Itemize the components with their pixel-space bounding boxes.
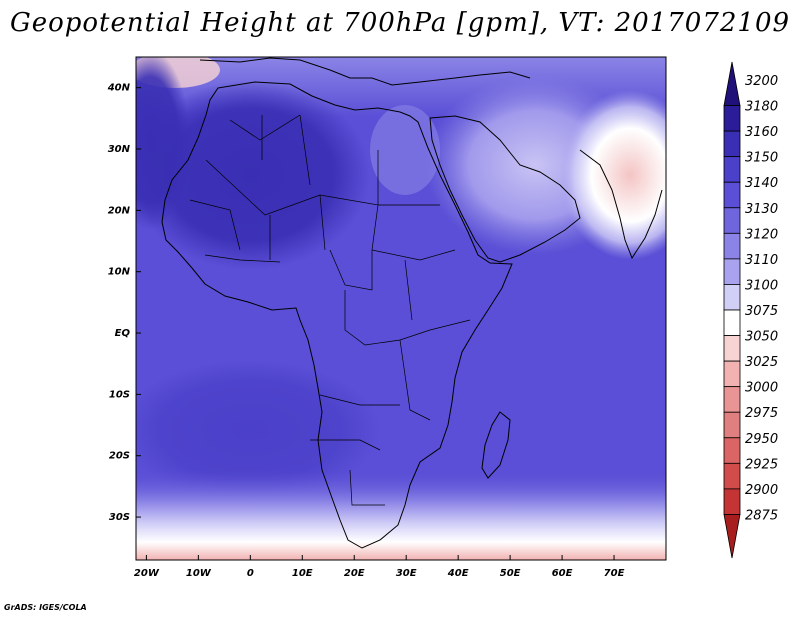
field-atlantic-west bbox=[136, 57, 190, 230]
colorbar-swatch bbox=[723, 232, 741, 260]
lon-tick-label: 0 bbox=[247, 568, 254, 579]
field-sahara-high bbox=[136, 80, 370, 270]
colorbar-bottom-arrow bbox=[723, 514, 741, 559]
colorbar-swatch bbox=[723, 386, 741, 413]
lat-tick-label: 30S bbox=[109, 512, 130, 523]
lon-tick-label: 40E bbox=[447, 568, 469, 579]
colorbar-swatch bbox=[723, 258, 741, 285]
lat-tick-label: 20N bbox=[108, 205, 131, 216]
colorbar: 3200 3180 3160 3150 3140 3130 3120 3110 3100 3075… bbox=[723, 61, 778, 559]
coast-india bbox=[579, 149, 663, 260]
colorbar-label: 3130 bbox=[745, 202, 778, 217]
field-southern-ocean-low bbox=[339, 530, 661, 560]
colorbar-label: 3110 bbox=[745, 253, 778, 268]
lon-tick-label: 70E bbox=[604, 568, 625, 579]
colorbar-swatch bbox=[723, 488, 741, 515]
colorbar-label: 2975 bbox=[745, 406, 778, 421]
colorbar-label: 3100 bbox=[745, 278, 778, 293]
colorbar-top-arrow bbox=[723, 61, 741, 106]
colorbar-swatch bbox=[723, 411, 741, 439]
field-egypt bbox=[370, 105, 440, 195]
colorbar-swatch bbox=[723, 105, 741, 132]
colorbar-label: 3200 bbox=[745, 74, 778, 89]
colorbar-swatch bbox=[723, 284, 741, 311]
coast-europe bbox=[199, 57, 531, 86]
lat-tick-label: 20S bbox=[109, 451, 130, 462]
colorbar-label: 2875 bbox=[745, 508, 778, 523]
map-title: Geopotential Height at 700hPa [gpm], VT:… bbox=[9, 8, 791, 38]
colorbar-label: 2950 bbox=[745, 432, 778, 447]
lon-tick-label: 10E bbox=[292, 568, 313, 579]
border-network bbox=[189, 114, 471, 506]
colorbar-label: 2900 bbox=[745, 483, 778, 498]
lon-tick-label: 10W bbox=[186, 568, 212, 579]
lon-tick-label: 50E bbox=[500, 568, 521, 579]
colorbar-swatch bbox=[723, 181, 741, 209]
lon-tick-label: 30E bbox=[396, 568, 417, 579]
colorbar-swatch bbox=[723, 156, 741, 183]
colorbar-label: 3140 bbox=[745, 176, 778, 191]
colorbar-label: 3180 bbox=[745, 100, 778, 115]
colorbar-swatch bbox=[723, 309, 741, 336]
map-frame bbox=[135, 56, 667, 561]
coastlines bbox=[161, 57, 663, 549]
colorbar-swatch bbox=[723, 335, 741, 362]
colorbar-label: 3075 bbox=[745, 304, 778, 319]
lat-tick-label: 10N bbox=[108, 267, 131, 278]
colorbar-swatch bbox=[723, 437, 741, 464]
lon-tick-label: 20W bbox=[134, 568, 160, 579]
colorbar-swatch bbox=[723, 130, 741, 158]
colorbar-label: 3025 bbox=[745, 355, 778, 370]
country-borders bbox=[189, 114, 471, 506]
colorbar-label: 3160 bbox=[745, 125, 778, 140]
colorbar-label: 3150 bbox=[745, 151, 778, 166]
colorbar-label: 3120 bbox=[745, 227, 778, 242]
field-india-low bbox=[560, 90, 666, 260]
coast-africa bbox=[161, 81, 513, 549]
lat-tick-label: 30N bbox=[108, 144, 131, 155]
colorbar-label: 3050 bbox=[745, 330, 778, 345]
lat-tick-label: 10S bbox=[109, 389, 130, 400]
latitude-axis: 40N 30N 20N 10N EQ 10S 20S 30S bbox=[107, 83, 141, 523]
longitude-axis: 20W 10W 0 10E 20E 30E 40E 50E 60E 70E bbox=[134, 555, 625, 579]
coast-madagascar bbox=[481, 411, 511, 479]
lat-tick-label: 40N bbox=[107, 83, 131, 94]
lon-tick-label: 60E bbox=[552, 568, 573, 579]
lon-tick-label: 20E bbox=[344, 568, 365, 579]
height-field bbox=[136, 57, 666, 560]
coast-arabia bbox=[429, 115, 581, 263]
colorbar-label: 3000 bbox=[745, 381, 778, 396]
colorbar-swatch bbox=[723, 207, 741, 234]
colorbar-swatch bbox=[723, 360, 741, 388]
colorbar-swatch bbox=[723, 462, 741, 490]
lat-tick-label: EQ bbox=[115, 328, 131, 339]
grads-credit: GrADS: IGES/COLA bbox=[4, 603, 87, 612]
colorbar-label: 2925 bbox=[745, 457, 778, 472]
